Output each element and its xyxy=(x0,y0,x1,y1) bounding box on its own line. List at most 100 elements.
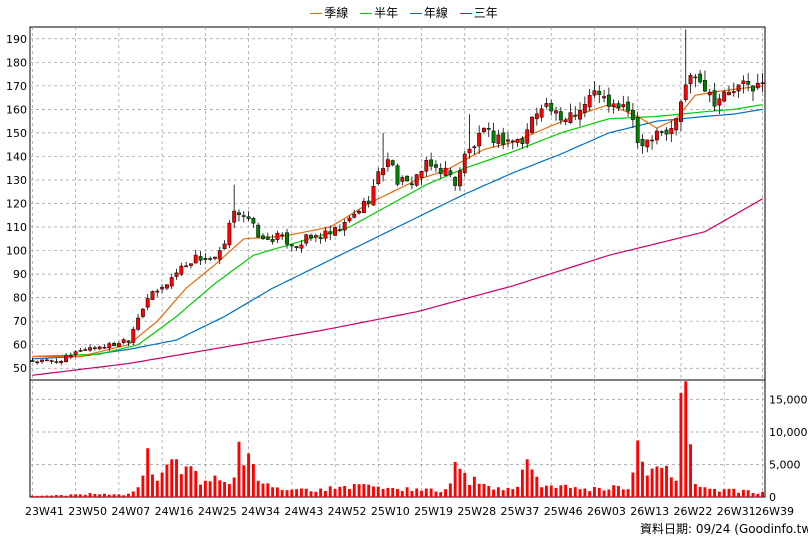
candle-body xyxy=(323,230,328,239)
candle-body xyxy=(342,222,347,231)
candle-body xyxy=(688,75,693,85)
volume-bar xyxy=(597,487,601,497)
volume-bar xyxy=(381,489,385,497)
candle-body xyxy=(294,246,299,249)
volume-bar xyxy=(194,471,198,497)
legend-item-three: 三年 xyxy=(459,4,498,21)
volume-bar xyxy=(727,488,731,497)
candle-body xyxy=(299,244,304,249)
volume-bar xyxy=(665,465,668,497)
candle-body xyxy=(54,361,59,363)
volume-bar xyxy=(343,485,347,497)
candle-body xyxy=(405,175,410,182)
volume-bar xyxy=(439,492,443,497)
volume-bar xyxy=(650,468,654,497)
candle-body xyxy=(597,90,602,95)
volume-bar xyxy=(741,489,745,497)
volume-bar xyxy=(189,466,193,497)
volume-bar xyxy=(333,488,337,497)
candle-body xyxy=(467,148,472,154)
candle-body xyxy=(659,131,664,133)
legend-label-half: 半年 xyxy=(374,6,399,20)
candle-body xyxy=(97,346,102,350)
volume-bar xyxy=(280,490,284,497)
volume-bar xyxy=(170,459,174,497)
candle-body xyxy=(650,139,655,142)
candle-body xyxy=(409,183,414,186)
volume-tick-label: 10,000 xyxy=(769,426,808,439)
price-tick-label: 110 xyxy=(6,221,27,234)
volume-bar xyxy=(328,486,332,497)
candle-body xyxy=(318,237,323,239)
candle-body xyxy=(736,84,741,92)
volume-bar xyxy=(299,488,303,497)
candle-body xyxy=(328,231,333,235)
x-tick-label: 26W22 xyxy=(673,505,712,518)
volume-bar xyxy=(477,483,481,497)
candle-body xyxy=(592,90,597,96)
candle-body xyxy=(654,130,659,141)
price-tick-label: 130 xyxy=(6,174,27,187)
x-tick-label: 23W50 xyxy=(68,505,107,518)
volume-bar xyxy=(271,487,275,497)
candle-body xyxy=(256,224,261,238)
volume-bar xyxy=(732,488,736,497)
volume-bar xyxy=(59,495,63,497)
candle-body xyxy=(189,263,193,266)
volume-bar xyxy=(621,489,625,497)
volume-bar xyxy=(30,495,34,497)
volume-bar xyxy=(45,495,49,497)
volume-bar xyxy=(285,490,289,497)
volume-bar xyxy=(535,476,539,497)
volume-bar xyxy=(35,495,39,497)
candle-body xyxy=(241,215,246,217)
candle-body xyxy=(357,210,362,214)
legend-item-half: 半年 xyxy=(360,4,398,21)
candle-body xyxy=(573,114,578,117)
volume-bar xyxy=(669,477,673,497)
price-tick-label: 160 xyxy=(6,103,27,116)
candle-body xyxy=(208,258,213,260)
volume-bar xyxy=(506,487,510,497)
volume-bar xyxy=(208,481,212,497)
volume-bar xyxy=(713,488,716,497)
volume-bar xyxy=(227,483,231,497)
x-tick-label: 24W25 xyxy=(198,505,237,518)
candle-body xyxy=(491,130,496,143)
volume-bar xyxy=(520,469,524,497)
volume-bar xyxy=(569,488,572,497)
volume-bar xyxy=(496,487,500,497)
x-tick-label: 26W39 xyxy=(755,505,794,518)
volume-bar xyxy=(304,488,308,497)
candle-body xyxy=(333,227,337,236)
legend-label-quarter: 季線 xyxy=(324,6,349,20)
volume-bar xyxy=(396,489,399,497)
volume-bar xyxy=(357,484,361,497)
volume-bar xyxy=(689,444,692,497)
volume-panel xyxy=(29,379,766,498)
candle-body xyxy=(280,234,285,237)
legend-swatch-quarter xyxy=(310,13,323,14)
candle-body xyxy=(664,129,669,135)
volume-bar xyxy=(410,490,414,497)
volume-bar xyxy=(415,488,419,497)
candle-body xyxy=(304,234,309,244)
volume-bar xyxy=(588,491,592,497)
candle-body xyxy=(49,360,54,362)
volume-bar xyxy=(232,477,236,497)
volume-bar xyxy=(88,493,92,497)
volume-bar xyxy=(684,381,688,497)
candle-body xyxy=(568,112,573,123)
price-tick-label: 190 xyxy=(6,33,27,46)
x-tick-label: 24W52 xyxy=(328,505,367,518)
volume-bar xyxy=(444,489,447,497)
candle-body xyxy=(112,342,116,347)
ma-three-line xyxy=(32,198,763,376)
candle-body xyxy=(563,119,568,123)
candle-body xyxy=(198,256,203,261)
candle-body xyxy=(707,91,712,96)
volume-bar xyxy=(472,476,476,497)
volume-bar xyxy=(290,489,294,497)
candle-body xyxy=(390,160,395,166)
ma-half-line xyxy=(32,104,763,358)
